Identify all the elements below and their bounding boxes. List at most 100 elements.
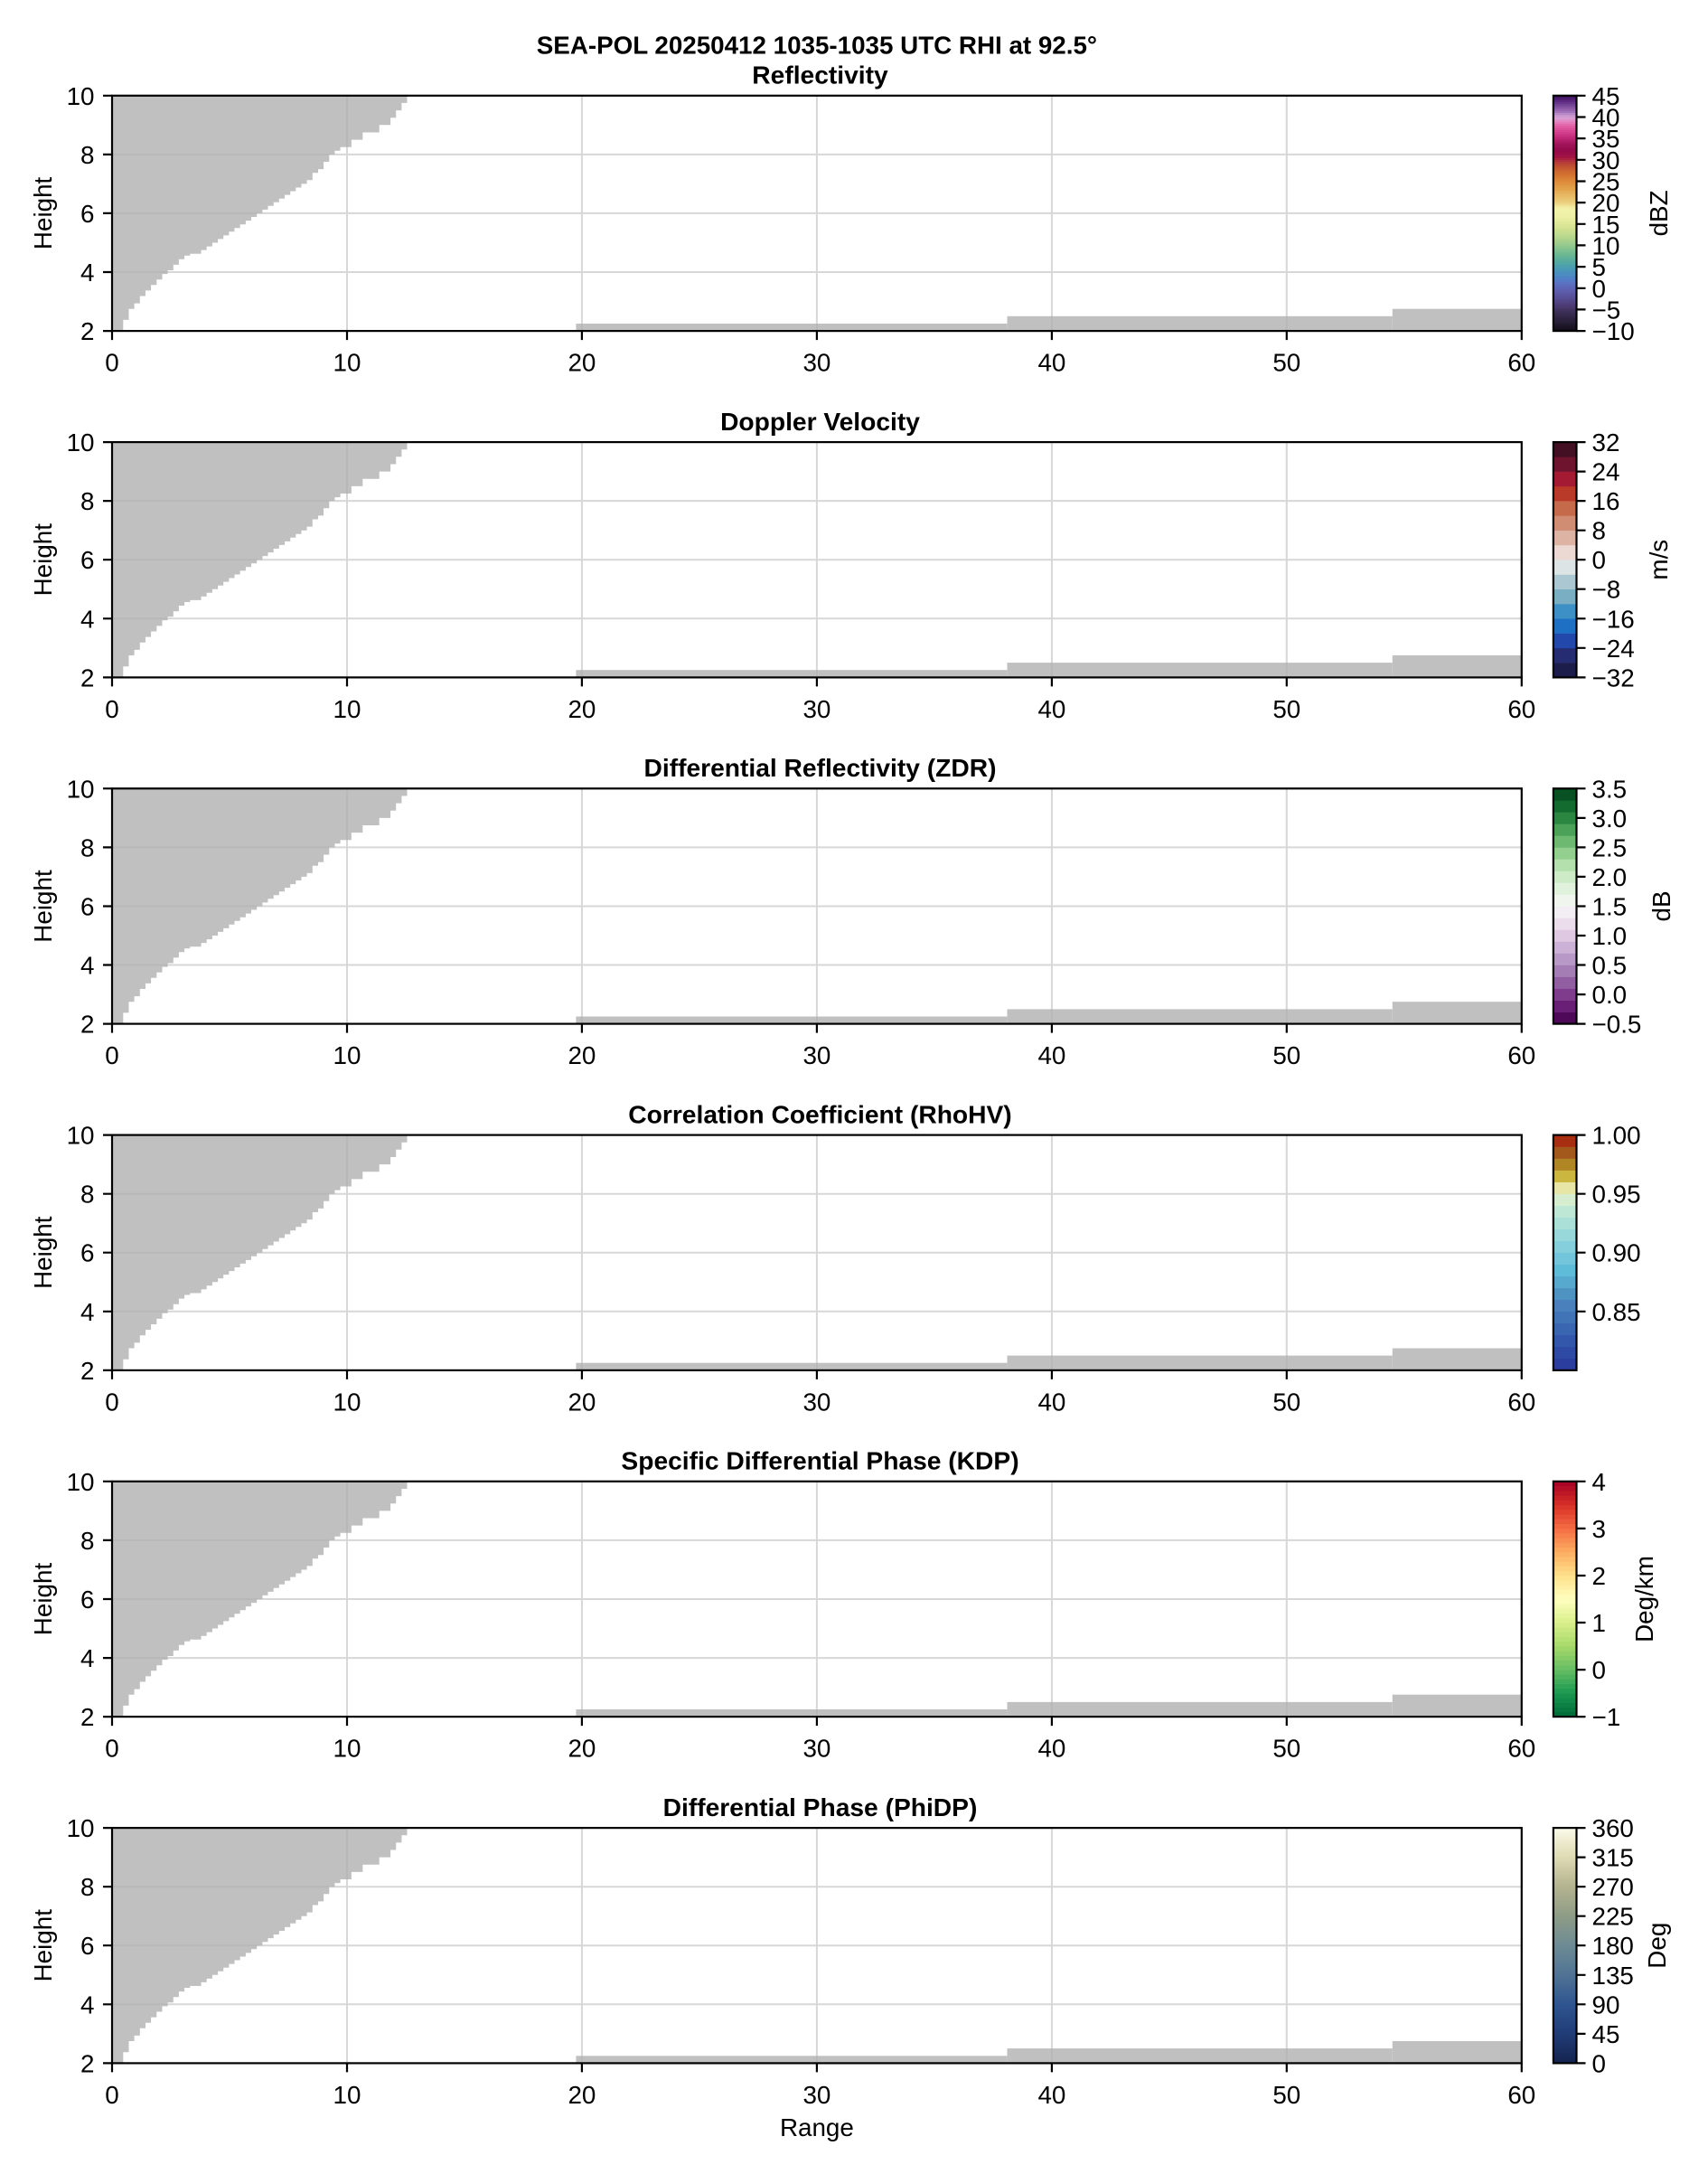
svg-text:30: 30	[802, 1041, 831, 1069]
svg-text:0.90: 0.90	[1592, 1239, 1641, 1267]
svg-text:SEA-POL 20250412 1035-1035 UTC: SEA-POL 20250412 1035-1035 UTC RHI at 92…	[537, 31, 1097, 59]
svg-text:25: 25	[1592, 168, 1620, 196]
svg-text:8: 8	[80, 487, 94, 515]
svg-text:50: 50	[1272, 695, 1300, 723]
svg-text:40: 40	[1037, 2081, 1065, 2109]
svg-text:225: 225	[1592, 1903, 1634, 1931]
svg-text:Doppler Velocity: Doppler Velocity	[720, 407, 920, 436]
svg-text:0.95: 0.95	[1592, 1181, 1641, 1209]
svg-text:0.5: 0.5	[1592, 952, 1628, 980]
svg-text:20: 20	[568, 695, 596, 723]
svg-text:40: 40	[1592, 104, 1620, 132]
svg-text:60: 60	[1507, 349, 1535, 377]
svg-text:10: 10	[333, 695, 361, 723]
svg-text:30: 30	[802, 695, 831, 723]
svg-text:2: 2	[80, 1703, 94, 1731]
svg-text:10: 10	[333, 1041, 361, 1069]
svg-text:2: 2	[80, 1011, 94, 1039]
svg-text:8: 8	[80, 833, 94, 861]
svg-text:90: 90	[1592, 1990, 1620, 2019]
svg-text:0: 0	[105, 1388, 118, 1416]
svg-text:8: 8	[80, 1873, 94, 1901]
svg-text:0: 0	[1592, 1656, 1606, 1684]
svg-text:10: 10	[67, 1468, 95, 1496]
svg-text:10: 10	[67, 775, 95, 803]
svg-text:8: 8	[1592, 517, 1606, 545]
svg-text:50: 50	[1272, 1041, 1300, 1069]
svg-text:6: 6	[80, 546, 94, 574]
svg-text:0: 0	[105, 695, 118, 723]
svg-text:8: 8	[80, 1181, 94, 1209]
svg-text:3.5: 3.5	[1592, 775, 1628, 803]
svg-text:10: 10	[67, 428, 95, 456]
svg-text:6: 6	[80, 1932, 94, 1960]
svg-text:32: 32	[1592, 428, 1620, 456]
svg-text:10: 10	[333, 1735, 361, 1763]
svg-text:6: 6	[80, 200, 94, 228]
svg-text:135: 135	[1592, 1962, 1634, 1990]
svg-text:20: 20	[1592, 189, 1620, 217]
svg-text:10: 10	[333, 2081, 361, 2109]
svg-text:60: 60	[1507, 1041, 1535, 1069]
svg-text:30: 30	[802, 349, 831, 377]
svg-text:20: 20	[568, 349, 596, 377]
svg-text:−16: −16	[1592, 605, 1635, 633]
svg-text:2: 2	[1592, 1562, 1606, 1590]
svg-text:1.00: 1.00	[1592, 1122, 1641, 1150]
svg-text:30: 30	[802, 1388, 831, 1416]
svg-text:40: 40	[1037, 349, 1065, 377]
svg-text:40: 40	[1037, 1735, 1065, 1763]
svg-text:360: 360	[1592, 1814, 1634, 1842]
svg-text:0: 0	[105, 1735, 118, 1763]
svg-text:Range: Range	[780, 2113, 854, 2141]
svg-text:Height: Height	[29, 523, 57, 597]
svg-text:10: 10	[333, 349, 361, 377]
svg-text:2.5: 2.5	[1592, 833, 1628, 861]
svg-text:6: 6	[80, 1239, 94, 1267]
svg-text:Deg/km: Deg/km	[1630, 1556, 1658, 1642]
svg-text:30: 30	[1592, 146, 1620, 174]
svg-text:3.0: 3.0	[1592, 805, 1628, 833]
svg-text:0: 0	[1592, 2049, 1606, 2077]
svg-text:−1: −1	[1592, 1703, 1621, 1731]
svg-text:35: 35	[1592, 125, 1620, 153]
svg-text:Reflectivity: Reflectivity	[752, 61, 888, 89]
svg-text:30: 30	[802, 1735, 831, 1763]
svg-text:40: 40	[1037, 695, 1065, 723]
svg-text:0: 0	[1592, 546, 1606, 574]
svg-text:50: 50	[1272, 2081, 1300, 2109]
svg-text:60: 60	[1507, 2081, 1535, 2109]
svg-text:Height: Height	[29, 1216, 57, 1289]
svg-text:5: 5	[1592, 253, 1606, 281]
svg-text:8: 8	[80, 141, 94, 169]
svg-text:Specific Differential Phase (K: Specific Differential Phase (KDP)	[621, 1446, 1018, 1475]
svg-text:20: 20	[568, 1388, 596, 1416]
svg-text:1: 1	[1592, 1609, 1606, 1637]
svg-text:4: 4	[80, 259, 94, 287]
svg-text:8: 8	[80, 1527, 94, 1555]
svg-text:Differential Reflectivity (ZDR: Differential Reflectivity (ZDR)	[644, 753, 997, 782]
svg-text:−5: −5	[1592, 296, 1621, 324]
svg-text:50: 50	[1272, 349, 1300, 377]
svg-text:6: 6	[80, 893, 94, 921]
svg-text:Deg: Deg	[1643, 1923, 1671, 1969]
svg-text:Correlation Coefficient (RhoHV: Correlation Coefficient (RhoHV)	[628, 1100, 1011, 1129]
svg-text:60: 60	[1507, 695, 1535, 723]
svg-text:Height: Height	[29, 176, 57, 249]
svg-text:50: 50	[1272, 1735, 1300, 1763]
svg-text:dB: dB	[1647, 891, 1675, 922]
svg-text:16: 16	[1592, 487, 1620, 515]
svg-text:−24: −24	[1592, 635, 1635, 663]
svg-text:270: 270	[1592, 1873, 1634, 1901]
svg-text:0: 0	[105, 1041, 118, 1069]
svg-text:20: 20	[568, 2081, 596, 2109]
svg-text:45: 45	[1592, 2020, 1620, 2048]
svg-text:4: 4	[80, 1298, 94, 1326]
svg-text:45: 45	[1592, 82, 1620, 110]
svg-text:40: 40	[1037, 1041, 1065, 1069]
svg-text:4: 4	[80, 952, 94, 980]
svg-text:20: 20	[568, 1041, 596, 1069]
svg-text:dBZ: dBZ	[1645, 190, 1673, 236]
svg-text:3: 3	[1592, 1515, 1606, 1543]
svg-text:4: 4	[80, 1644, 94, 1672]
